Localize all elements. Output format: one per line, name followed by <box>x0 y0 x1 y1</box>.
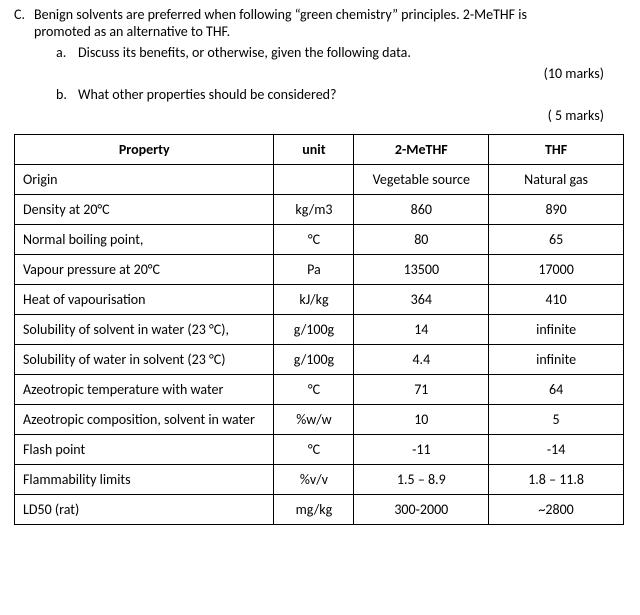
table-cell: Natural gas <box>489 165 624 195</box>
table-cell: 1.5 – 8.9 <box>354 465 489 495</box>
table-row: Flash point°C-11-14 <box>15 435 624 465</box>
table-cell: °C <box>274 435 354 465</box>
table-row: Flammability limits%v/v1.5 – 8.91.8 – 11… <box>15 465 624 495</box>
table-cell: 860 <box>354 195 489 225</box>
marks-a: (10 marks) <box>14 65 626 82</box>
table-row: Origin Vegetable sourceNatural gas <box>15 165 624 195</box>
sub-text: What other properties should be consider… <box>78 86 626 103</box>
col-header-thf: THF <box>489 135 624 165</box>
table-row: Solubility of solvent in water (23 °C),g… <box>15 315 624 345</box>
table-row: Vapour pressure at 20°CPa1350017000 <box>15 255 624 285</box>
document-page: C. Benign solvents are preferred when fo… <box>0 0 640 531</box>
table-cell: 64 <box>489 375 624 405</box>
table-cell: 17000 <box>489 255 624 285</box>
table-cell: infinite <box>489 345 624 375</box>
question-line1: Benign solvents are preferred when follo… <box>34 6 527 23</box>
table-cell: g/100g <box>274 315 354 345</box>
table-cell: Flash point <box>15 435 274 465</box>
table-cell: Origin <box>15 165 274 195</box>
table-header-row: Property unit 2-MeTHF THF <box>15 135 624 165</box>
table-cell: 71 <box>354 375 489 405</box>
table-row: Normal boiling point,°C8065 <box>15 225 624 255</box>
col-header-property: Property <box>15 135 274 165</box>
table-cell: Solubility of water in solvent (23 °C) <box>15 345 274 375</box>
table-cell: 890 <box>489 195 624 225</box>
table-cell: 80 <box>354 225 489 255</box>
table-body: OriginVegetable sourceNatural gasDensity… <box>15 165 624 525</box>
sub-text: Discuss its benefits, or otherwise, give… <box>78 44 626 61</box>
table-cell: Heat of vapourisation <box>15 285 274 315</box>
table-cell: 4.4 <box>354 345 489 375</box>
table-cell: g/100g <box>274 345 354 375</box>
question-text: Benign solvents are preferred when follo… <box>34 6 626 40</box>
table-cell: %w/w <box>274 405 354 435</box>
table-cell: 410 <box>489 285 624 315</box>
col-header-2methf: 2-MeTHF <box>354 135 489 165</box>
table-cell: 13500 <box>354 255 489 285</box>
question-main: C. Benign solvents are preferred when fo… <box>14 6 626 40</box>
table-cell: Normal boiling point, <box>15 225 274 255</box>
table-row: Azeotropic composition, solvent in water… <box>15 405 624 435</box>
table-cell: °C <box>274 375 354 405</box>
table-cell: Solubility of solvent in water (23 °C), <box>15 315 274 345</box>
table-cell: Density at 20°C <box>15 195 274 225</box>
table-cell: -11 <box>354 435 489 465</box>
marks-b: ( 5 marks) <box>14 107 626 124</box>
table-cell: ~2800 <box>489 495 624 525</box>
table-row: Density at 20°Ckg/m3860890 <box>15 195 624 225</box>
table-cell: Flammability limits <box>15 465 274 495</box>
table-row: Heat of vapourisationkJ/kg364410 <box>15 285 624 315</box>
table-cell: 300-2000 <box>354 495 489 525</box>
properties-table: Property unit 2-MeTHF THF Origin Vegetabl… <box>14 134 624 525</box>
table-cell: 14 <box>354 315 489 345</box>
table-cell: -14 <box>489 435 624 465</box>
question-line2: promoted as an alternative to THF. <box>34 23 230 40</box>
table-row: Solubility of water in solvent (23 °C)g/… <box>15 345 624 375</box>
sub-letter: b. <box>56 86 78 103</box>
table-row: LD50 (rat)mg/kg300-2000~2800 <box>15 495 624 525</box>
table-row: Azeotropic temperature with water°C7164 <box>15 375 624 405</box>
table-cell: %v/v <box>274 465 354 495</box>
table-cell: Pa <box>274 255 354 285</box>
table-cell: kg/m3 <box>274 195 354 225</box>
table-cell: 1.8 – 11.8 <box>489 465 624 495</box>
sub-questions: a. Discuss its benefits, or otherwise, g… <box>56 44 626 61</box>
table-cell: kJ/kg <box>274 285 354 315</box>
table-cell: infinite <box>489 315 624 345</box>
table-cell: 364 <box>354 285 489 315</box>
table-cell: 5 <box>489 405 624 435</box>
table-cell: Azeotropic composition, solvent in water <box>15 405 274 435</box>
table-cell: 65 <box>489 225 624 255</box>
question-letter: C. <box>14 6 34 40</box>
col-header-unit: unit <box>274 135 354 165</box>
sub-question-b: b. What other properties should be consi… <box>56 86 626 103</box>
table-cell: LD50 (rat) <box>15 495 274 525</box>
sub-letter: a. <box>56 44 78 61</box>
table-cell: mg/kg <box>274 495 354 525</box>
table-cell: Vegetable source <box>354 165 489 195</box>
table-cell: °C <box>274 225 354 255</box>
table-cell <box>274 165 354 195</box>
table-cell: Vapour pressure at 20°C <box>15 255 274 285</box>
sub-question-a: a. Discuss its benefits, or otherwise, g… <box>56 44 626 61</box>
table-cell: Azeotropic temperature with water <box>15 375 274 405</box>
sub-questions: b. What other properties should be consi… <box>56 86 626 103</box>
table-cell: 10 <box>354 405 489 435</box>
